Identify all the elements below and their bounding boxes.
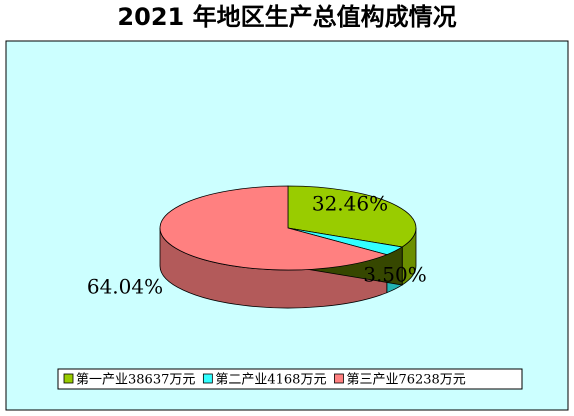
slice — [159, 185, 389, 271]
slice — [287, 185, 417, 248]
legend-swatch — [202, 373, 213, 384]
legend-swatch — [63, 373, 74, 384]
value-label: 64.04% — [87, 275, 163, 299]
legend-label: 第三产业76238万元 — [346, 373, 465, 388]
legend-swatch — [334, 373, 344, 384]
legend-label: 第二产业4168万元 — [215, 373, 326, 388]
value-label: 3.50% — [363, 263, 427, 287]
legend-label: 第一产业38637万元 — [76, 373, 195, 388]
chart-title: 2021 年地区生产总值构成情况 — [117, 3, 456, 31]
legend-box — [57, 368, 523, 390]
value-label: 32.46% — [312, 192, 388, 216]
